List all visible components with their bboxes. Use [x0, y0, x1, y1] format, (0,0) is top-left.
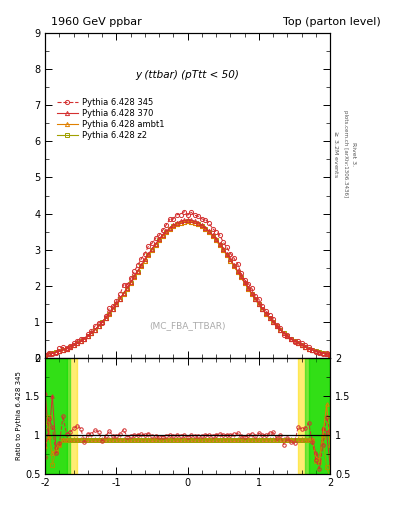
Pythia 6.428 345 — [203, 217, 208, 223]
Pythia 6.428 370 — [203, 225, 208, 231]
Pythia 6.428 370 — [292, 338, 297, 344]
Pythia 6.428 345 — [257, 296, 261, 303]
Bar — [45, 358, 77, 474]
Bar — [309, 358, 330, 474]
Pythia 6.428 345 — [182, 208, 186, 215]
Pythia 6.428 z2 — [224, 252, 229, 258]
Text: plots.cern.ch [arXiv:1306.3436]: plots.cern.ch [arXiv:1306.3436] — [343, 110, 347, 197]
Bar — [45, 358, 70, 474]
Text: $\geq$ 3.2M events: $\geq$ 3.2M events — [332, 129, 340, 178]
Pythia 6.428 z2 — [185, 219, 190, 225]
Pythia 6.428 345 — [224, 244, 229, 250]
Pythia 6.428 345 — [328, 351, 332, 357]
Legend: Pythia 6.428 345, Pythia 6.428 370, Pythia 6.428 ambt1, Pythia 6.428 z2: Pythia 6.428 345, Pythia 6.428 370, Pyth… — [55, 96, 166, 141]
Pythia 6.428 370 — [278, 327, 283, 333]
Text: 1960 GeV ppbar: 1960 GeV ppbar — [51, 16, 142, 27]
Pythia 6.428 ambt1 — [303, 344, 308, 350]
Text: (MC_FBA_TTBAR): (MC_FBA_TTBAR) — [149, 321, 226, 330]
Pythia 6.428 ambt1 — [257, 302, 261, 308]
Line: Pythia 6.428 z2: Pythia 6.428 z2 — [43, 219, 332, 357]
Pythia 6.428 345 — [303, 343, 308, 349]
Pythia 6.428 ambt1 — [328, 351, 332, 357]
Pythia 6.428 ambt1 — [292, 338, 297, 344]
Pythia 6.428 z2 — [303, 344, 308, 350]
Pythia 6.428 345 — [292, 339, 297, 345]
Bar — [45, 358, 66, 474]
Pythia 6.428 ambt1 — [203, 226, 208, 232]
Y-axis label: Ratio to Pythia 6.428 345: Ratio to Pythia 6.428 345 — [16, 371, 22, 460]
Pythia 6.428 ambt1 — [43, 351, 48, 357]
Pythia 6.428 370 — [303, 344, 308, 350]
Bar — [298, 358, 330, 474]
Pythia 6.428 370 — [257, 301, 261, 307]
Pythia 6.428 345 — [278, 325, 283, 331]
Text: y (ttbar) (pTtt < 50): y (ttbar) (pTtt < 50) — [136, 71, 240, 80]
Line: Pythia 6.428 345: Pythia 6.428 345 — [43, 209, 332, 357]
Pythia 6.428 ambt1 — [224, 252, 229, 258]
Pythia 6.428 345 — [43, 352, 48, 358]
Text: Top (parton level): Top (parton level) — [283, 16, 381, 27]
Pythia 6.428 ambt1 — [278, 327, 283, 333]
Text: Rivet 3.: Rivet 3. — [351, 141, 356, 166]
Pythia 6.428 ambt1 — [185, 219, 190, 225]
Pythia 6.428 z2 — [278, 327, 283, 333]
Pythia 6.428 370 — [224, 251, 229, 257]
Bar — [305, 358, 330, 474]
Pythia 6.428 z2 — [203, 226, 208, 232]
Pythia 6.428 z2 — [292, 338, 297, 344]
Pythia 6.428 z2 — [43, 351, 48, 357]
Pythia 6.428 z2 — [328, 351, 332, 357]
Pythia 6.428 370 — [328, 351, 332, 357]
Pythia 6.428 370 — [43, 351, 48, 357]
Line: Pythia 6.428 ambt1: Pythia 6.428 ambt1 — [43, 219, 332, 357]
Pythia 6.428 370 — [185, 217, 190, 223]
Pythia 6.428 z2 — [257, 302, 261, 308]
Line: Pythia 6.428 370: Pythia 6.428 370 — [43, 218, 332, 356]
